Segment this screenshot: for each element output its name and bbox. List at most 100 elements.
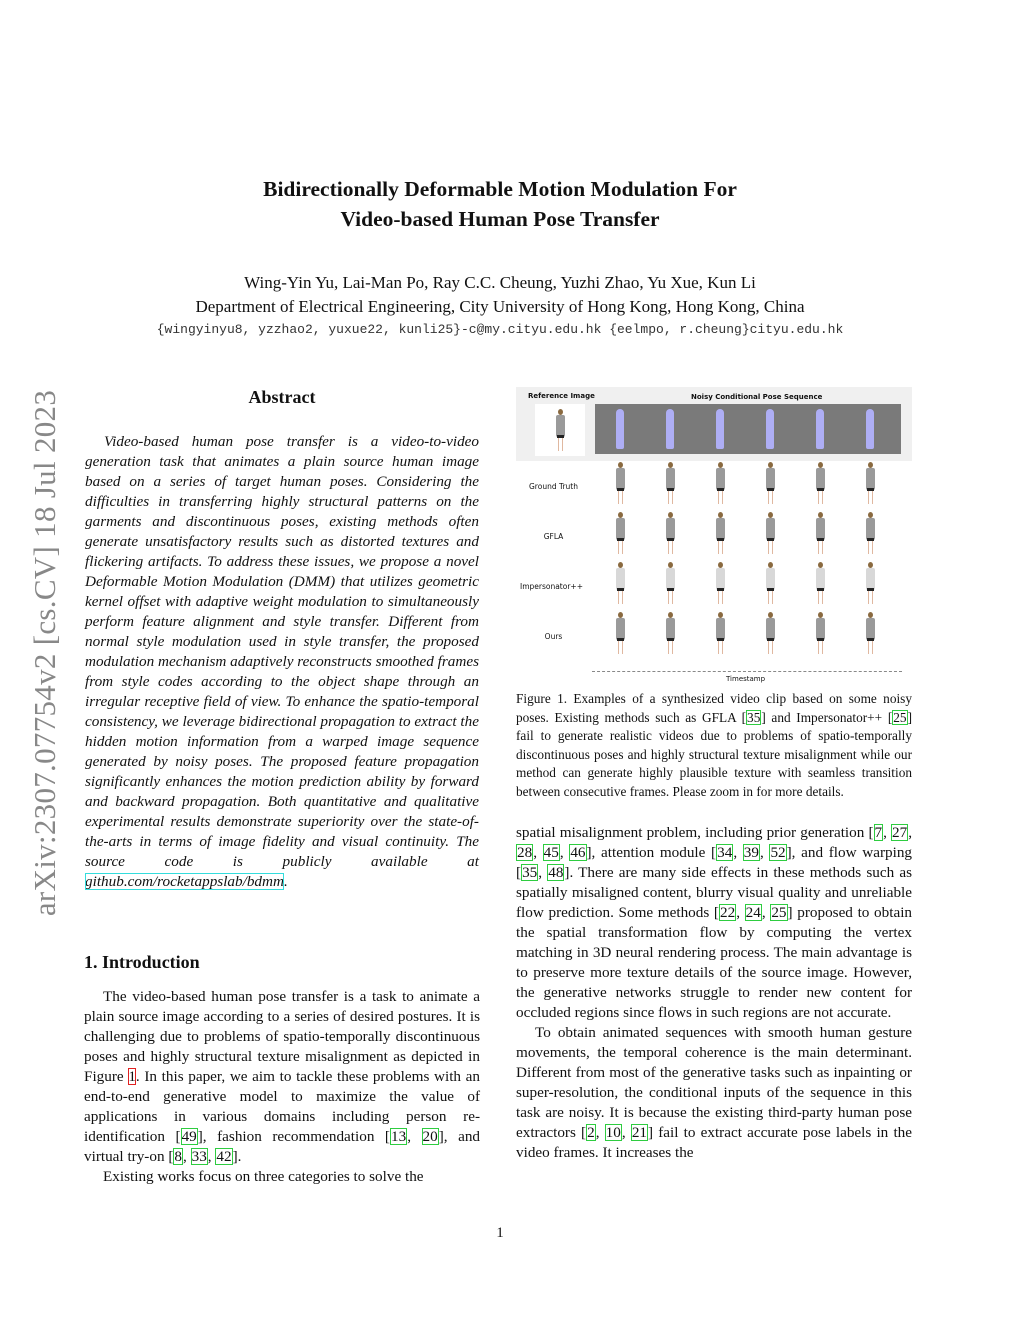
text-segment: , bbox=[183, 1148, 191, 1165]
citation-link[interactable]: 34 bbox=[716, 843, 734, 861]
citation-link[interactable]: 20 bbox=[421, 1128, 439, 1145]
generated-frame bbox=[816, 612, 825, 654]
abstract-heading: Abstract bbox=[248, 387, 316, 407]
citation-link[interactable]: 27 bbox=[891, 823, 909, 841]
generated-frame bbox=[766, 562, 775, 604]
pose-figure bbox=[616, 409, 624, 449]
emails: {wingyinyu8, yzzhao2, yuxue22, kunli25}-… bbox=[156, 322, 844, 337]
citation-link[interactable]: 33 bbox=[190, 1148, 208, 1165]
generated-frame bbox=[716, 612, 725, 654]
left-column: Abstract Video-based human pose transfer… bbox=[84, 385, 480, 1187]
generated-frame bbox=[766, 512, 775, 554]
pose-figure bbox=[666, 409, 674, 449]
text-segment: ], fashion recommendation [ bbox=[197, 1128, 390, 1145]
right-column: Figure 1. Examples of a synthesized vide… bbox=[516, 690, 912, 1163]
text-segment: , bbox=[761, 903, 771, 921]
text-segment: ], attention module [ bbox=[586, 843, 717, 861]
text-segment: , bbox=[908, 823, 912, 841]
abstract-text: Video-based human pose transfer is a vid… bbox=[84, 432, 480, 892]
intro-paragraph: Existing works focus on three categories… bbox=[84, 1167, 480, 1187]
text-segment: Existing works focus on three categories… bbox=[103, 1168, 424, 1185]
row-label: Ground Truth bbox=[529, 482, 578, 491]
text-segment: , bbox=[559, 843, 570, 861]
citation-link[interactable]: 35 bbox=[521, 863, 539, 881]
citation-link[interactable]: 2 bbox=[586, 1123, 596, 1141]
generated-frame bbox=[766, 462, 775, 504]
citation-link[interactable]: 21 bbox=[630, 1123, 649, 1141]
text-segment: ], and flow warping [ bbox=[516, 843, 913, 881]
generated-frame bbox=[616, 462, 625, 504]
timestamp-arrow bbox=[592, 671, 902, 672]
generated-frame bbox=[866, 562, 875, 604]
pose-figure bbox=[716, 409, 724, 449]
generated-frame bbox=[716, 462, 725, 504]
text-segment: , bbox=[621, 1123, 631, 1141]
arxiv-watermark: arXiv:2307.07754v2 [cs.CV] 18 Jul 2023 bbox=[27, 389, 62, 917]
citation-link[interactable]: 28 bbox=[516, 843, 534, 861]
citation-link[interactable]: 25 bbox=[892, 709, 908, 725]
text-segment: , bbox=[207, 1148, 216, 1165]
text-segment: Video-based human pose transfer is a vid… bbox=[85, 433, 479, 870]
figure-reference-link[interactable]: 1 bbox=[128, 1068, 136, 1085]
generated-frame bbox=[716, 562, 725, 604]
text-segment: ] fail to extract accurate pose labels i… bbox=[516, 1123, 912, 1161]
text-segment: , bbox=[883, 823, 892, 841]
generated-frame bbox=[616, 512, 625, 554]
citation-link[interactable]: 8 bbox=[173, 1148, 184, 1165]
generated-frame bbox=[666, 562, 675, 604]
text-segment: , bbox=[736, 903, 745, 921]
text-segment: , bbox=[407, 1128, 422, 1145]
introduction-heading: 1. Introduction bbox=[84, 952, 200, 972]
intro-paragraph: The video-based human pose transfer is a… bbox=[84, 987, 480, 1167]
generated-frame bbox=[816, 562, 825, 604]
citation-link[interactable]: 45 bbox=[542, 843, 560, 861]
text-segment: , bbox=[733, 843, 743, 861]
title-line: Video-based Human Pose Transfer bbox=[340, 207, 660, 231]
text-segment: ]. bbox=[232, 1148, 242, 1165]
figure-caption: Figure 1. Examples of a synthesized vide… bbox=[516, 690, 912, 802]
citation-link[interactable]: 48 bbox=[547, 863, 565, 881]
body-paragraph: To obtain animated sequences with smooth… bbox=[516, 1023, 912, 1163]
body-paragraph: spatial misalignment problem, including … bbox=[516, 823, 912, 1023]
text-segment: , bbox=[759, 843, 770, 861]
text-segment: ] and Impersonator++ [ bbox=[761, 709, 893, 725]
generated-frame bbox=[766, 612, 775, 654]
citation-link[interactable]: 46 bbox=[569, 843, 587, 861]
paper-title: Bidirectionally Deformable Motion Modula… bbox=[0, 174, 1000, 234]
text-segment: ] fail to generate realistic videos due … bbox=[516, 709, 912, 799]
generated-frame bbox=[816, 512, 825, 554]
citation-link[interactable]: 42 bbox=[215, 1148, 233, 1165]
citation-link[interactable]: 22 bbox=[719, 903, 737, 921]
citation-link[interactable]: 39 bbox=[742, 843, 760, 861]
reference-person bbox=[556, 409, 565, 451]
generated-frame bbox=[716, 512, 725, 554]
citation-link[interactable]: 13 bbox=[390, 1128, 408, 1145]
generated-frame bbox=[616, 562, 625, 604]
citation-link[interactable]: 10 bbox=[604, 1123, 622, 1141]
text-segment: To obtain animated sequences with smooth… bbox=[516, 1023, 912, 1141]
row-label: GFLA bbox=[543, 532, 564, 541]
generated-frame bbox=[816, 462, 825, 504]
github-link[interactable]: github.com/rocketappslab/bdmm bbox=[85, 873, 284, 890]
generated-frame bbox=[866, 612, 875, 654]
pose-sequence-panel bbox=[595, 404, 901, 454]
pose-figure bbox=[766, 409, 774, 449]
citation-link[interactable]: 35 bbox=[746, 709, 762, 725]
citation-link[interactable]: 49 bbox=[180, 1128, 198, 1145]
citation-link[interactable]: 7 bbox=[873, 823, 884, 841]
citation-link[interactable]: 24 bbox=[744, 903, 762, 921]
authors: Wing-Yin Yu, Lai-Man Po, Ray C.C. Cheung… bbox=[244, 273, 756, 292]
row-label: Ours bbox=[544, 632, 563, 641]
pose-sequence-label: Noisy Conditional Pose Sequence bbox=[691, 393, 823, 401]
pose-figure bbox=[816, 409, 824, 449]
author-block: Wing-Yin Yu, Lai-Man Po, Ray C.C. Cheung… bbox=[0, 271, 1000, 319]
citation-link[interactable]: 52 bbox=[769, 843, 787, 861]
row-label: Impersonator++ bbox=[519, 582, 583, 591]
text-segment: ] proposed to obtain the spatial transfo… bbox=[516, 903, 913, 1021]
generated-frame bbox=[616, 612, 625, 654]
timestamp-label: Timestamp bbox=[726, 675, 766, 683]
affiliation: Department of Electrical Engineering, Ci… bbox=[195, 297, 805, 316]
generated-frame bbox=[866, 462, 875, 504]
citation-link[interactable]: 25 bbox=[770, 903, 788, 921]
text-segment: ]. There are many side effects in these … bbox=[516, 863, 913, 921]
